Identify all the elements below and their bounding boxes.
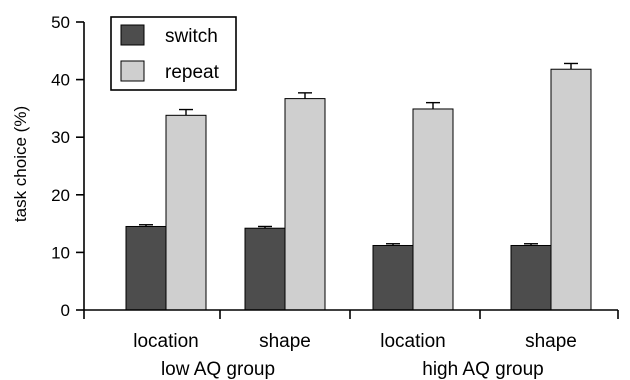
legend-label-switch: switch: [165, 26, 218, 47]
x-category-label: shape: [525, 331, 577, 352]
y-axis-title: task choice (%): [11, 106, 30, 222]
bar-repeat-0: [165, 114, 207, 311]
x-category-label: location: [133, 331, 199, 352]
y-tick-label: 40: [51, 71, 70, 90]
bar-switch-0: [125, 225, 167, 311]
legend-label-repeat: repeat: [165, 62, 220, 83]
y-ticks: 0 10 20 30 40 50: [51, 13, 84, 320]
y-tick-label: 50: [51, 13, 70, 32]
bar-switch-2: [372, 244, 414, 311]
legend-swatch-switch: [120, 24, 145, 46]
x-labels: location shape location shape low AQ group hi…: [83, 310, 619, 380]
y-tick-label: 30: [51, 128, 70, 147]
bar-repeat-2: [412, 108, 454, 311]
legend: switch repeat: [110, 16, 237, 91]
legend-swatch-repeat: [120, 60, 145, 82]
bar-repeat-1: [284, 98, 326, 311]
axis-layer: [83, 22, 618, 311]
y-tick-label: 20: [51, 186, 70, 205]
x-group-label: high AQ group: [422, 359, 543, 380]
bar-switch-1: [244, 227, 286, 311]
y-tick-label: 0: [61, 301, 70, 320]
bars-layer: [125, 62, 592, 311]
x-category-label: shape: [259, 331, 311, 352]
x-group-label: low AQ group: [161, 359, 275, 380]
bar-switch-3: [510, 244, 552, 311]
y-tick-label: 10: [51, 243, 70, 262]
x-category-label: location: [380, 331, 446, 352]
bar-repeat-3: [550, 68, 592, 311]
